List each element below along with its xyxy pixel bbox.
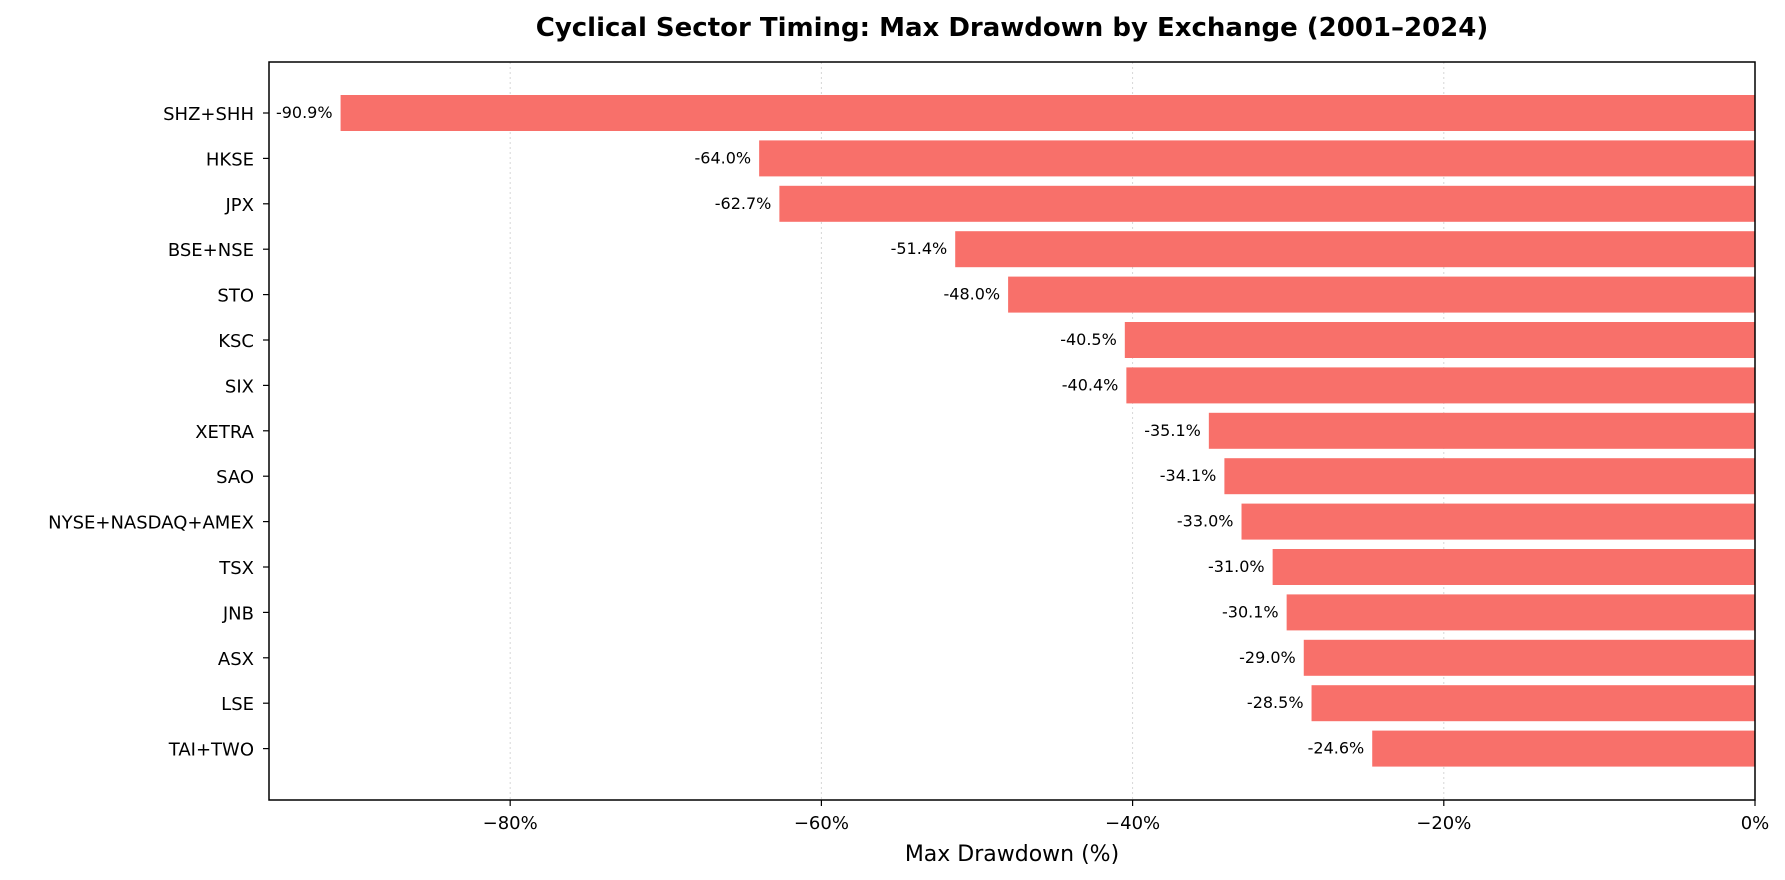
- bar-data-label: -40.5%: [1060, 330, 1117, 349]
- y-axis: SHZ+SHH HKSE JPX BSE+NSE STO KSC SIX XETRA SAO NY…: [48, 104, 269, 761]
- bar-data-label: -40.4%: [1062, 375, 1119, 394]
- x-axis-label: Max Drawdown (%): [905, 842, 1119, 867]
- bar: [340, 95, 1756, 131]
- bar: [1272, 549, 1755, 585]
- x-tick-label: −40%: [1105, 813, 1160, 834]
- bar-data-label: -64.0%: [695, 148, 752, 167]
- category-label: STO: [217, 286, 254, 307]
- data-label-layer: -90.9% -64.0% -62.7% -51.4% -48.0% -40.5% -40.…: [276, 103, 1364, 758]
- bar: [1303, 639, 1755, 676]
- category-label: JPX: [225, 195, 255, 216]
- category-label: NYSE+NASDAQ+AMEX: [48, 513, 254, 534]
- bar: [1126, 367, 1755, 404]
- x-tick-label: 0%: [1741, 813, 1770, 834]
- bar-data-label: -48.0%: [944, 285, 1001, 304]
- bar: [1372, 730, 1755, 767]
- bar-data-label: -35.1%: [1144, 421, 1201, 440]
- category-label: LSE: [221, 694, 254, 715]
- category-label: HKSE: [206, 149, 254, 170]
- bar: [1311, 685, 1755, 722]
- category-label: TAI+TWO: [168, 740, 254, 761]
- category-label: XETRA: [195, 422, 254, 443]
- bar-layer: [340, 95, 1756, 767]
- category-label: KSC: [218, 331, 254, 352]
- category-label: SAO: [216, 467, 254, 488]
- category-label: BSE+NSE: [168, 240, 254, 261]
- bar: [1208, 412, 1755, 449]
- chart-title: Cyclical Sector Timing: Max Drawdown by …: [536, 13, 1489, 43]
- bar-data-label: -90.9%: [276, 103, 333, 122]
- bar-data-label: -30.1%: [1222, 602, 1279, 621]
- bar: [1286, 594, 1755, 631]
- bar: [1124, 322, 1755, 358]
- bar: [955, 231, 1755, 268]
- category-label: JNB: [222, 603, 254, 624]
- bar: [759, 140, 1755, 177]
- bar: [1008, 276, 1755, 313]
- bar-data-label: -31.0%: [1208, 557, 1265, 576]
- bar: [1241, 503, 1755, 540]
- category-label: SIX: [225, 376, 254, 397]
- bar: [779, 185, 1755, 222]
- category-label: SHZ+SHH: [163, 104, 254, 125]
- bar-data-label: -28.5%: [1247, 693, 1304, 712]
- category-label: ASX: [218, 649, 254, 670]
- grid-layer: [509, 62, 1445, 800]
- bar-data-label: -29.0%: [1239, 648, 1296, 667]
- x-tick-label: −80%: [483, 813, 538, 834]
- x-axis: −80% −60% −40% −20% 0%: [483, 800, 1770, 834]
- x-tick-label: −60%: [794, 813, 849, 834]
- bar: [1224, 458, 1755, 495]
- bar-data-label: -24.6%: [1308, 739, 1365, 758]
- bar-data-label: -62.7%: [715, 194, 772, 213]
- category-label: TSX: [218, 558, 254, 579]
- bar-data-label: -34.1%: [1160, 466, 1217, 485]
- bar-data-label: -33.0%: [1177, 512, 1234, 531]
- x-tick-label: −20%: [1416, 813, 1471, 834]
- bar-data-label: -51.4%: [891, 239, 948, 258]
